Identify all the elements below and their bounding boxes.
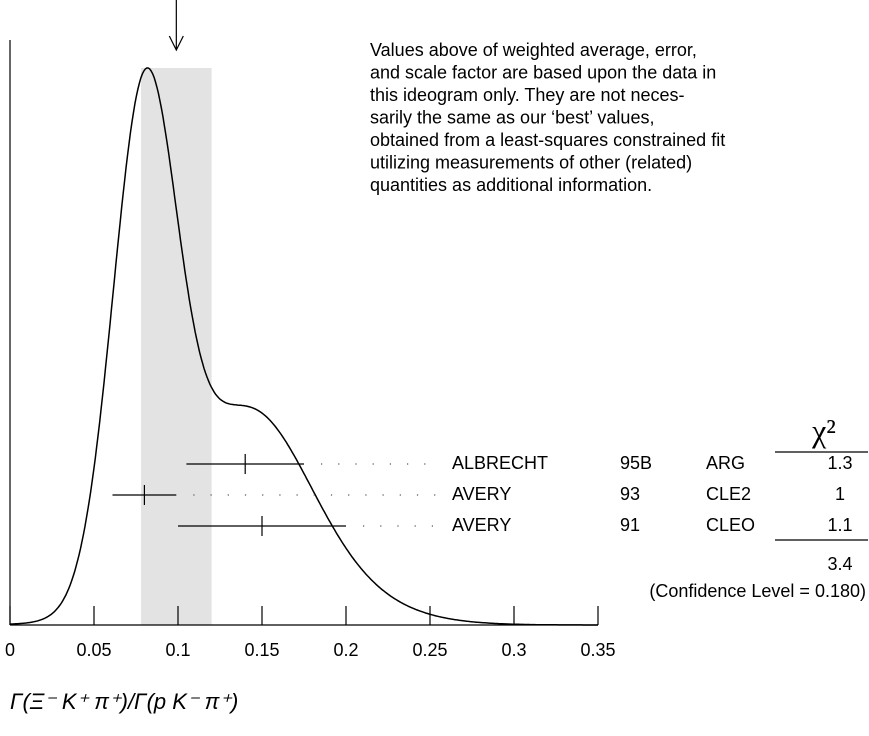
x-tick-label: 0.3 bbox=[501, 640, 526, 660]
note-line: quantities as additional information. bbox=[370, 175, 652, 195]
measurement-name: ALBRECHT bbox=[452, 453, 548, 473]
x-axis-label: Γ(Ξ⁻ K⁺ π⁺)/Γ(p K⁻ π⁺) bbox=[10, 689, 238, 714]
chi2-value: 1 bbox=[835, 484, 845, 504]
chi2-value: 1.3 bbox=[827, 453, 852, 473]
x-tick-label: 0.25 bbox=[412, 640, 447, 660]
x-tick-label: 0.1 bbox=[165, 640, 190, 660]
ideogram-curve bbox=[9, 67, 598, 626]
measurement-name: AVERY bbox=[452, 484, 511, 504]
measurement-name: AVERY bbox=[452, 515, 511, 535]
measurement-tech: CLE2 bbox=[706, 484, 751, 504]
measurement-year: 91 bbox=[620, 515, 640, 535]
note-line: Values above of weighted average, error, bbox=[370, 40, 697, 60]
note-line: utilizing measurements of other (related… bbox=[370, 152, 692, 172]
x-tick-label: 0.05 bbox=[76, 640, 111, 660]
measurement-year: 95B bbox=[620, 453, 652, 473]
measurement-tech: ARG bbox=[706, 453, 745, 473]
confidence-level: (Confidence Level = 0.180) bbox=[649, 581, 866, 601]
note-line: this ideogram only. They are not neces- bbox=[370, 85, 685, 105]
x-tick-label: 0.2 bbox=[333, 640, 358, 660]
chi2-value: 1.1 bbox=[827, 515, 852, 535]
average-band bbox=[141, 68, 212, 625]
chi2-total: 3.4 bbox=[827, 554, 852, 574]
x-tick-label: 0.15 bbox=[244, 640, 279, 660]
measurement-tech: CLEO bbox=[706, 515, 755, 535]
average-arrow bbox=[168, 0, 184, 52]
x-tick-label: 0.35 bbox=[580, 640, 615, 660]
note-line: obtained from a least-squares constraine… bbox=[370, 130, 725, 150]
note-line: sarily the same as our ‘best’ values, bbox=[370, 107, 654, 127]
note-line: and scale factor are based upon the data… bbox=[370, 62, 716, 82]
measurement-year: 93 bbox=[620, 484, 640, 504]
chi2-header: χ² bbox=[811, 412, 836, 448]
x-tick-label: 0 bbox=[5, 640, 15, 660]
